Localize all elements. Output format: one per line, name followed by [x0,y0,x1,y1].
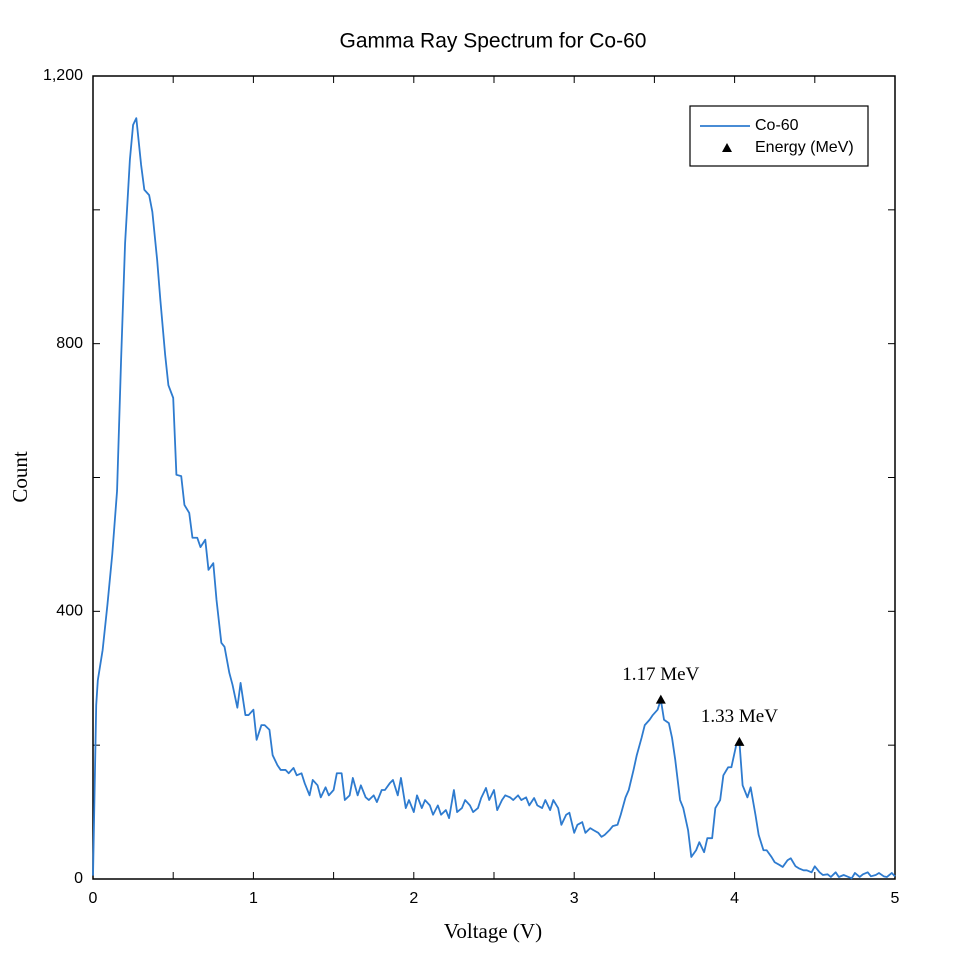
legend-marker [722,143,732,152]
y-tick-label: 0 [74,870,83,887]
x-tick-label: 3 [570,890,579,907]
legend-label: Energy (MeV) [755,139,854,156]
legend: Co-60 Energy (MeV) [689,105,869,167]
energy-marker [655,694,666,704]
legend-box [689,105,869,167]
legend-label: Co-60 [755,117,799,134]
y-axis-label: Count [8,451,32,503]
peak-annotation: 1.17 MeV [622,664,699,685]
y-tick-label: 800 [56,335,83,352]
x-tick-label: 0 [89,890,98,907]
peak-annotation: 1.33 MeV [701,706,778,727]
x-tick-label: 5 [891,890,900,907]
x-tick-label: 2 [409,890,418,907]
y-tick-label: 400 [56,603,83,620]
chart-title: Gamma Ray Spectrum for Co-60 [340,30,647,53]
x-tick-label: 1 [249,890,258,907]
spectrum-line [92,117,896,880]
x-tick-label: 4 [730,890,739,907]
y-tick-label: 1,200 [43,67,83,84]
energy-marker [734,736,745,746]
x-axis-label: Voltage (V) [444,919,542,943]
